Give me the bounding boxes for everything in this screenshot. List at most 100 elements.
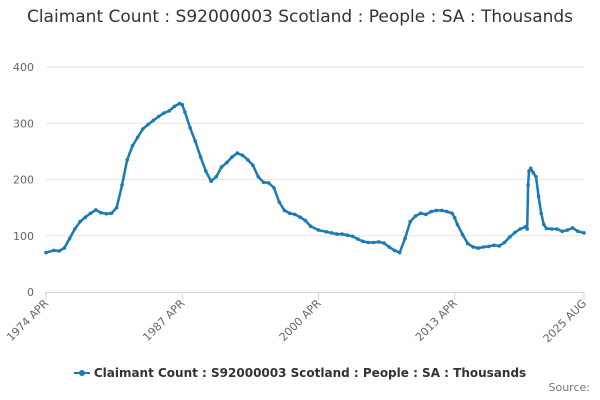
data-point[interactable] xyxy=(62,246,67,250)
data-point[interactable] xyxy=(565,228,570,232)
data-point[interactable] xyxy=(172,104,177,109)
data-point[interactable] xyxy=(104,212,109,216)
data-point[interactable] xyxy=(531,171,536,175)
data-point[interactable] xyxy=(434,208,439,213)
data-point[interactable] xyxy=(445,209,449,214)
data-point[interactable] xyxy=(345,233,350,237)
data-point[interactable] xyxy=(52,248,56,253)
data-point[interactable] xyxy=(125,158,129,162)
data-point[interactable] xyxy=(408,219,413,224)
data-point[interactable] xyxy=(204,169,208,173)
data-point[interactable] xyxy=(324,230,329,234)
data-point[interactable] xyxy=(162,111,166,115)
data-point[interactable] xyxy=(156,114,161,119)
data-point[interactable] xyxy=(576,229,580,234)
data-point[interactable] xyxy=(542,222,546,227)
data-point[interactable] xyxy=(83,215,88,219)
data-point[interactable] xyxy=(188,126,192,130)
data-point[interactable] xyxy=(94,208,98,212)
data-point[interactable] xyxy=(219,165,224,169)
data-point[interactable] xyxy=(424,212,428,217)
data-point[interactable] xyxy=(471,245,475,249)
data-point[interactable] xyxy=(536,194,541,199)
data-point[interactable] xyxy=(256,174,261,179)
data-point[interactable] xyxy=(316,228,321,232)
data-point[interactable] xyxy=(251,163,255,168)
data-point[interactable] xyxy=(403,236,407,241)
data-point[interactable] xyxy=(525,227,529,231)
data-point[interactable] xyxy=(555,227,559,231)
data-point[interactable] xyxy=(549,227,554,231)
data-point[interactable] xyxy=(246,158,250,162)
legend-item[interactable]: Claimant Count : S92000003 Scotland : Pe… xyxy=(73,366,526,380)
data-point[interactable] xyxy=(582,231,586,235)
data-point[interactable] xyxy=(539,211,543,216)
data-point[interactable] xyxy=(497,244,502,248)
data-point[interactable] xyxy=(518,227,522,231)
data-point[interactable] xyxy=(534,174,538,179)
data-point[interactable] xyxy=(57,249,61,253)
data-point[interactable] xyxy=(366,240,371,245)
data-point[interactable] xyxy=(361,239,365,244)
data-point[interactable] xyxy=(135,135,140,140)
data-point[interactable] xyxy=(513,230,517,235)
data-point[interactable] xyxy=(418,211,423,216)
data-point[interactable] xyxy=(460,232,465,237)
data-point[interactable] xyxy=(303,218,308,223)
data-point[interactable] xyxy=(277,200,282,204)
data-point[interactable] xyxy=(209,179,213,183)
data-point[interactable] xyxy=(455,222,460,227)
data-point[interactable] xyxy=(240,153,245,158)
data-point[interactable] xyxy=(544,226,549,231)
data-point[interactable] xyxy=(492,243,496,248)
data-point[interactable] xyxy=(481,245,486,249)
data-point[interactable] xyxy=(287,211,292,216)
data-point[interactable] xyxy=(114,205,119,210)
data-point[interactable] xyxy=(387,245,392,249)
data-point[interactable] xyxy=(78,219,82,224)
data-point[interactable] xyxy=(392,248,397,253)
data-point[interactable] xyxy=(293,212,297,217)
data-point[interactable] xyxy=(450,211,454,216)
data-point[interactable] xyxy=(476,246,481,250)
data-point[interactable] xyxy=(429,209,434,214)
data-point[interactable] xyxy=(502,240,507,245)
data-point[interactable] xyxy=(120,183,124,187)
data-point[interactable] xyxy=(452,216,457,220)
data-point[interactable] xyxy=(570,226,575,230)
data-point[interactable] xyxy=(88,211,93,216)
data-point[interactable] xyxy=(335,232,339,236)
data-point[interactable] xyxy=(527,169,531,173)
data-point[interactable] xyxy=(193,139,198,144)
data-point[interactable] xyxy=(298,215,303,219)
data-point[interactable] xyxy=(198,155,203,159)
data-point[interactable] xyxy=(560,229,564,234)
data-point[interactable] xyxy=(266,181,271,185)
data-point[interactable] xyxy=(439,208,444,213)
data-point[interactable] xyxy=(377,240,381,244)
data-point[interactable] xyxy=(261,180,266,185)
data-point[interactable] xyxy=(167,109,171,113)
data-point[interactable] xyxy=(109,211,114,216)
data-point[interactable] xyxy=(413,214,418,218)
data-point[interactable] xyxy=(528,166,533,171)
data-point[interactable] xyxy=(67,236,72,241)
data-point[interactable] xyxy=(371,240,376,245)
data-point[interactable] xyxy=(180,102,184,107)
data-point[interactable] xyxy=(130,144,135,148)
data-point[interactable] xyxy=(183,110,187,114)
data-point[interactable] xyxy=(350,234,355,239)
data-point[interactable] xyxy=(466,241,470,246)
data-point[interactable] xyxy=(382,241,386,245)
data-point[interactable] xyxy=(44,250,48,255)
data-point[interactable] xyxy=(508,235,512,239)
data-point[interactable] xyxy=(282,208,287,213)
data-point[interactable] xyxy=(151,118,156,123)
data-point[interactable] xyxy=(397,250,402,255)
data-point[interactable] xyxy=(272,186,276,190)
series-line[interactable] xyxy=(44,102,586,254)
data-point[interactable] xyxy=(356,237,360,241)
data-point[interactable] xyxy=(73,227,77,231)
data-point[interactable] xyxy=(230,155,234,159)
data-point[interactable] xyxy=(141,127,145,131)
